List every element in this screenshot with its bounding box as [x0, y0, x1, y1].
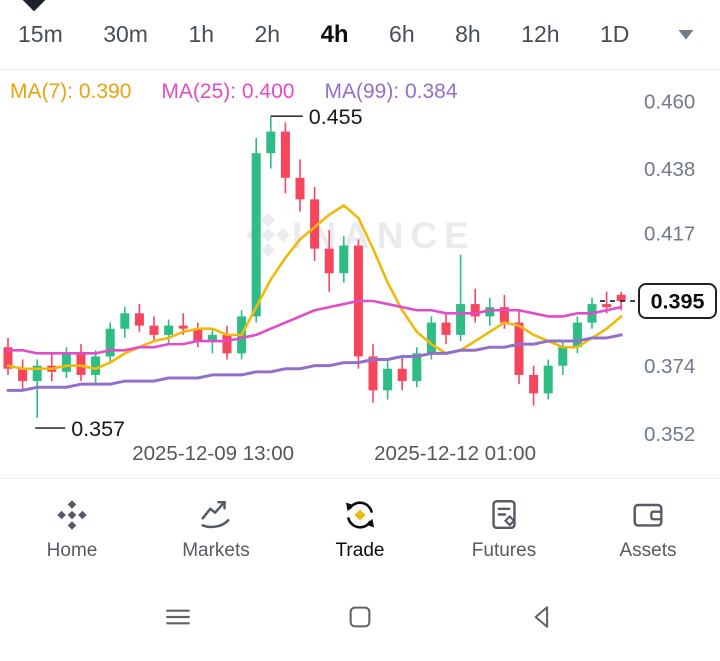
candle: [251, 137, 261, 323]
candle: [368, 344, 378, 403]
candle: [470, 288, 480, 323]
nav-item-home[interactable]: Home: [0, 479, 144, 578]
candle: [266, 116, 276, 169]
candle: [324, 230, 334, 292]
candle: [280, 122, 290, 194]
markets-chart-icon: [196, 495, 236, 535]
nav-item-trade[interactable]: Trade: [288, 479, 432, 578]
timeframe-bar: 15m 30m 1h 2h 4h 6h 8h 12h 1D: [0, 0, 720, 70]
candle: [485, 297, 495, 326]
candle: [193, 322, 203, 348]
y-axis-label: 0.460: [644, 90, 695, 113]
timeframe-tab-30m[interactable]: 30m: [103, 21, 148, 47]
timeframe-tab-2h[interactable]: 2h: [254, 21, 281, 47]
android-nav-bar: [0, 578, 720, 661]
candle: [529, 365, 539, 406]
timeframe-tab-15m[interactable]: 15m: [18, 21, 63, 47]
svg-text:INANCE: INANCE: [292, 215, 476, 256]
binance-logo-icon: [52, 495, 92, 535]
candle: [105, 322, 115, 363]
candle: [353, 239, 363, 369]
candle: [3, 337, 13, 375]
timeframe-tab-4h[interactable]: 4h: [320, 20, 349, 48]
home-button[interactable]: [338, 598, 382, 642]
candles-layer: [3, 116, 626, 419]
candle: [76, 344, 86, 382]
nav-item-label: Futures: [471, 540, 537, 561]
candle: [18, 359, 28, 391]
nav-item-label: Home: [46, 540, 98, 561]
candle: [295, 159, 305, 212]
timeframe-tab-6h[interactable]: 6h: [389, 21, 415, 47]
assets-wallet-icon: [628, 495, 668, 535]
x-axis-label: 2025-12-12 01:00: [374, 442, 536, 465]
rounded-square-icon: [343, 600, 377, 639]
trade-arrows-icon: [340, 495, 380, 535]
candle: [441, 313, 451, 345]
back-triangle-icon: [525, 600, 559, 639]
nav-item-futures[interactable]: Futures: [432, 479, 576, 578]
timeframe-tab-8h[interactable]: 8h: [455, 21, 481, 47]
svg-text:0.395: 0.395: [651, 290, 705, 314]
svg-text:0.357: 0.357: [71, 417, 125, 441]
candle: [91, 350, 101, 385]
chart-area: MA(7): 0.390 MA(25): 0.400 MA(99): 0.384…: [0, 70, 720, 478]
ma25-indicator[interactable]: MA(25): 0.400: [161, 80, 295, 103]
menu-lines-icon: [160, 599, 196, 640]
candle: [310, 187, 320, 261]
low-price-annotation: 0.357: [35, 417, 125, 441]
ma7-line: [6, 204, 623, 371]
back-button[interactable]: [520, 598, 564, 642]
candle: [397, 356, 407, 391]
timeframe-tab-1D[interactable]: 1D: [600, 21, 630, 47]
candle: [61, 347, 71, 378]
nav-item-label: Trade: [335, 540, 385, 561]
candle: [383, 359, 393, 400]
bottom-nav: Home Markets Trade Futures Assets: [0, 478, 720, 578]
high-price-annotation: 0.455: [270, 105, 363, 129]
nav-item-label: Assets: [619, 540, 677, 561]
timeframe-tab-1h[interactable]: 1h: [188, 21, 215, 47]
nav-item-label: Markets: [182, 540, 250, 561]
candle: [222, 325, 232, 360]
ma25-line: [6, 299, 623, 355]
x-axis-label: 2025-12-09 13:00: [132, 442, 294, 465]
ma99-line: [6, 333, 623, 392]
ma99-indicator[interactable]: MA(99): 0.384: [324, 80, 458, 103]
y-axis-label: 0.438: [644, 158, 695, 181]
futures-clipboard-icon: [484, 495, 524, 535]
last-price-label: 0.395: [600, 283, 717, 319]
candle: [543, 359, 553, 400]
nav-item-assets[interactable]: Assets: [576, 479, 720, 578]
candlestick-chart[interactable]: INANCE 0.460 0.438 0.417 0.395 0.374 0.352 2025…: [0, 70, 720, 478]
timeframe-tab-12h[interactable]: 12h: [521, 21, 560, 47]
candle: [149, 316, 159, 342]
y-axis-label: 0.352: [644, 423, 695, 446]
nav-item-markets[interactable]: Markets: [144, 479, 288, 578]
y-axis-label: 0.374: [644, 355, 695, 378]
candle: [134, 304, 144, 332]
recent-apps-button[interactable]: [156, 598, 200, 642]
candle: [514, 310, 524, 385]
candle: [412, 347, 422, 388]
ma-legend[interactable]: MA(7): 0.390 MA(25): 0.400 MA(99): 0.384: [10, 80, 458, 104]
ma7-indicator[interactable]: MA(7): 0.390: [10, 80, 132, 103]
svg-text:0.455: 0.455: [309, 105, 363, 129]
candle: [120, 307, 130, 338]
timeframe-dropdown-caret[interactable]: [670, 22, 702, 47]
candle: [164, 319, 174, 345]
candle: [456, 254, 466, 342]
y-axis-label: 0.417: [644, 223, 695, 246]
candle: [339, 236, 349, 283]
